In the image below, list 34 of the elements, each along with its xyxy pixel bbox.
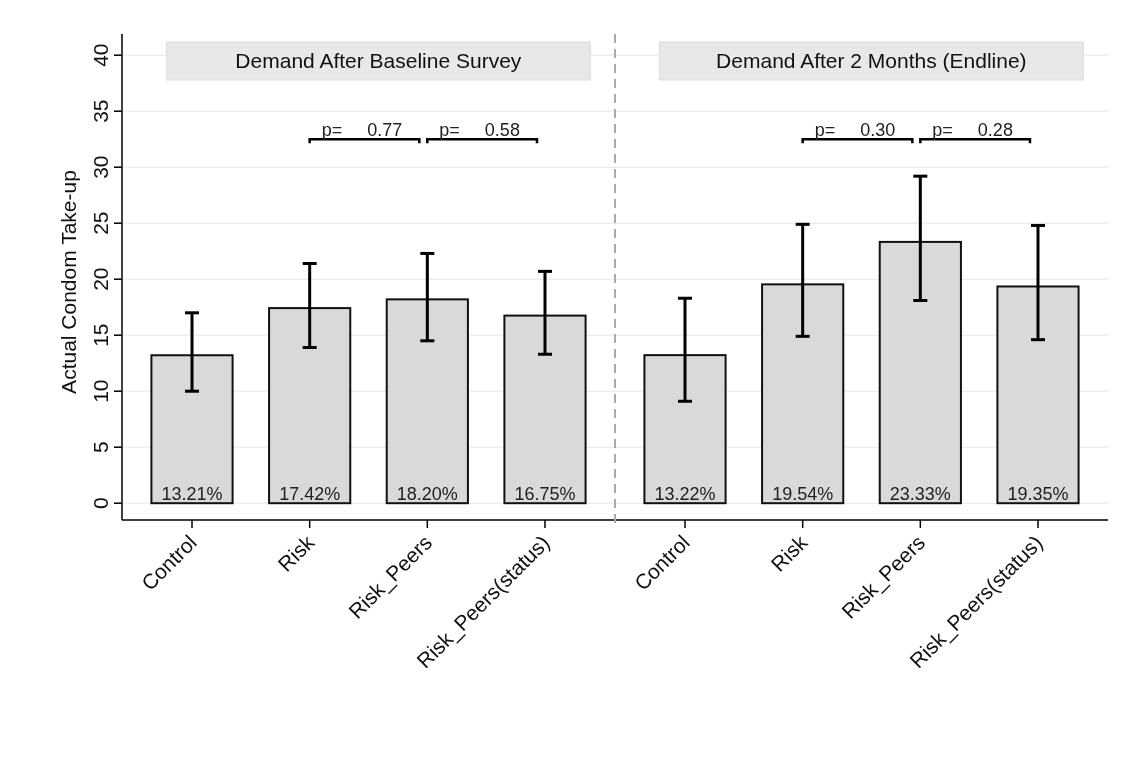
y-tick-label: 30: [89, 155, 112, 179]
data-label: 19.54%: [772, 484, 834, 505]
chart-title: Demand After 2 Months (Endline): [716, 49, 1027, 72]
data-label: 13.21%: [161, 484, 223, 505]
annotation: p= 0.30: [814, 120, 896, 141]
data-label: 16.75%: [514, 484, 576, 505]
y-tick-label: 25: [89, 211, 112, 235]
y-tick-label: 10: [89, 379, 112, 403]
bar: [996, 285, 1080, 505]
y-tick-label: 20: [89, 267, 112, 291]
bar: [268, 307, 352, 505]
bar: [878, 240, 962, 505]
x-tick-label: Risk: [766, 530, 812, 576]
data-label: 13.22%: [654, 484, 716, 505]
y-axis-title: Actual Condom Take-up: [57, 170, 80, 394]
annotation: p= 0.77: [321, 120, 403, 141]
y-tick-label: 40: [89, 43, 112, 67]
bar: [761, 283, 845, 505]
data-label: 18.20%: [396, 484, 458, 505]
data-label: 23.33%: [889, 484, 951, 505]
bar: [385, 298, 469, 505]
chart-title: Demand After Baseline Survey: [235, 49, 522, 72]
x-tick-label: Risk: [273, 530, 319, 576]
annotation: p= 0.28: [932, 120, 1013, 141]
bar: [643, 354, 727, 505]
y-tick-label: 35: [89, 99, 112, 123]
data-label: 17.42%: [279, 484, 341, 505]
y-tick-label: 5: [89, 441, 112, 454]
annotation: p= 0.58: [439, 120, 520, 141]
data-label: 19.35%: [1007, 484, 1069, 505]
y-tick-label: 15: [89, 323, 112, 347]
bar: [503, 314, 587, 505]
y-tick-label: 0: [89, 497, 112, 510]
bar: [150, 354, 234, 505]
